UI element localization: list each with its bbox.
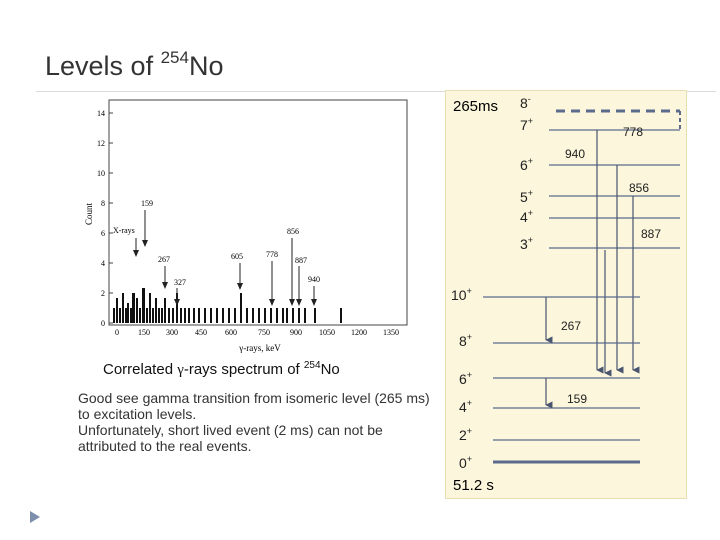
caption-gamma: γ — [177, 362, 184, 378]
y-tick-label: 4 — [101, 259, 105, 268]
band-label-8plus: 8+ — [459, 332, 472, 349]
peak-label-267: 267 — [158, 255, 170, 264]
y-tick-label: 2 — [101, 289, 105, 298]
peak-label-778: 778 — [266, 250, 278, 259]
level-scheme-panel — [445, 90, 687, 499]
x-tick-label: 600 — [225, 328, 237, 337]
level-label-6plus: 6+ — [520, 156, 533, 173]
title-isotope-symbol: No — [188, 51, 224, 81]
y-tick-label: 10 — [97, 169, 105, 178]
peak-label-xrays: X-rays — [113, 226, 135, 235]
band-label-0plus: 0+ — [459, 454, 472, 471]
x-tick-label: 0 — [115, 328, 119, 337]
y-tick-label: 6 — [101, 229, 105, 238]
y-tick-label: 12 — [97, 139, 105, 148]
histogram-bars — [113, 288, 342, 323]
level-scheme-diagram: 265ms 8- 7+ 6+ 5+ 4+ 3+ 778 940 856 887 … — [451, 94, 681, 494]
description-line-2: Unfortunately, short lived event (2 ms) … — [78, 422, 383, 454]
peak-label-159: 159 — [141, 199, 153, 208]
transition-label-887: 887 — [641, 227, 661, 241]
y-ticks: 0 2 4 6 8 10 12 14 — [97, 109, 113, 328]
slide-title: Levels of 254No — [45, 48, 224, 82]
x-tick-label: 1200 — [351, 328, 367, 337]
level-label-8minus: 8- — [520, 94, 531, 111]
x-tick-label: 1050 — [319, 328, 335, 337]
x-tick-label: 300 — [166, 328, 178, 337]
x-axis-label: γ-rays, keV — [238, 343, 281, 353]
transition-label-267: 267 — [561, 319, 581, 333]
level-label-3plus: 3+ — [520, 235, 533, 252]
y-tick-label: 14 — [97, 109, 105, 118]
band-label-10plus: 10+ — [451, 286, 472, 303]
spectrum-caption: Correlated γ-rays spectrum of 254No — [103, 360, 340, 379]
level-label-5plus: 5+ — [520, 188, 533, 205]
isomer-lifetime-label: 265ms — [453, 98, 498, 115]
transition-label-159: 159 — [567, 392, 587, 406]
peak-label-605: 605 — [231, 252, 243, 261]
peak-annotations: X-rays 159 267 327 605 778 856 887 940 — [113, 199, 320, 306]
y-tick-label: 8 — [101, 199, 105, 208]
x-tick-label: 750 — [258, 328, 270, 337]
isomer-spin-labels: 8- 7+ 6+ 5+ 4+ 3+ — [520, 94, 533, 252]
transition-labels-upper: 778 940 856 887 — [565, 125, 661, 241]
y-tick-label: 0 — [101, 319, 105, 328]
gamma-spectrum-plot: 0 2 4 6 8 10 12 14 Count 0 150 300 450 6… — [84, 99, 408, 353]
description-text: Good see gamma transition from isomeric … — [78, 390, 438, 454]
band-label-4plus: 4+ — [459, 398, 472, 415]
peak-label-887: 887 — [295, 256, 307, 265]
caption-text: Correlated — [103, 361, 178, 378]
caption-mass: 254 — [303, 360, 321, 371]
x-tick-label: 150 — [138, 328, 150, 337]
caption-symbol: No — [320, 361, 340, 378]
title-divider — [36, 91, 716, 92]
level-label-4plus: 4+ — [520, 208, 533, 225]
description-line-1: Good see gamma transition from isomeric … — [78, 390, 430, 422]
transition-label-856: 856 — [629, 181, 649, 195]
transition-label-940: 940 — [565, 147, 585, 161]
next-slide-icon[interactable] — [28, 510, 42, 524]
plot-frame — [108, 99, 408, 326]
title-isotope-mass: 254 — [160, 48, 189, 67]
band-label-2plus: 2+ — [459, 426, 472, 443]
x-ticks: 0 150 300 450 600 750 900 1050 1200 1350 — [115, 328, 399, 337]
title-text: Levels of — [45, 51, 154, 81]
ground-lifetime-label: 51.2 s — [453, 477, 494, 494]
caption-text-after: -rays spectrum of — [183, 361, 304, 378]
y-axis-label: Count — [84, 203, 94, 226]
peak-label-856: 856 — [287, 227, 299, 236]
transition-label-778: 778 — [623, 125, 643, 139]
x-tick-label: 450 — [195, 328, 207, 337]
level-label-7plus: 7+ — [520, 116, 533, 133]
peak-label-327: 327 — [174, 278, 186, 287]
x-tick-label: 1350 — [383, 328, 399, 337]
x-tick-label: 900 — [290, 328, 302, 337]
peak-label-940: 940 — [308, 275, 320, 284]
band-label-6plus: 6+ — [459, 370, 472, 387]
band-spin-labels: 10+ 8+ 6+ 4+ 2+ 0+ — [451, 286, 472, 471]
